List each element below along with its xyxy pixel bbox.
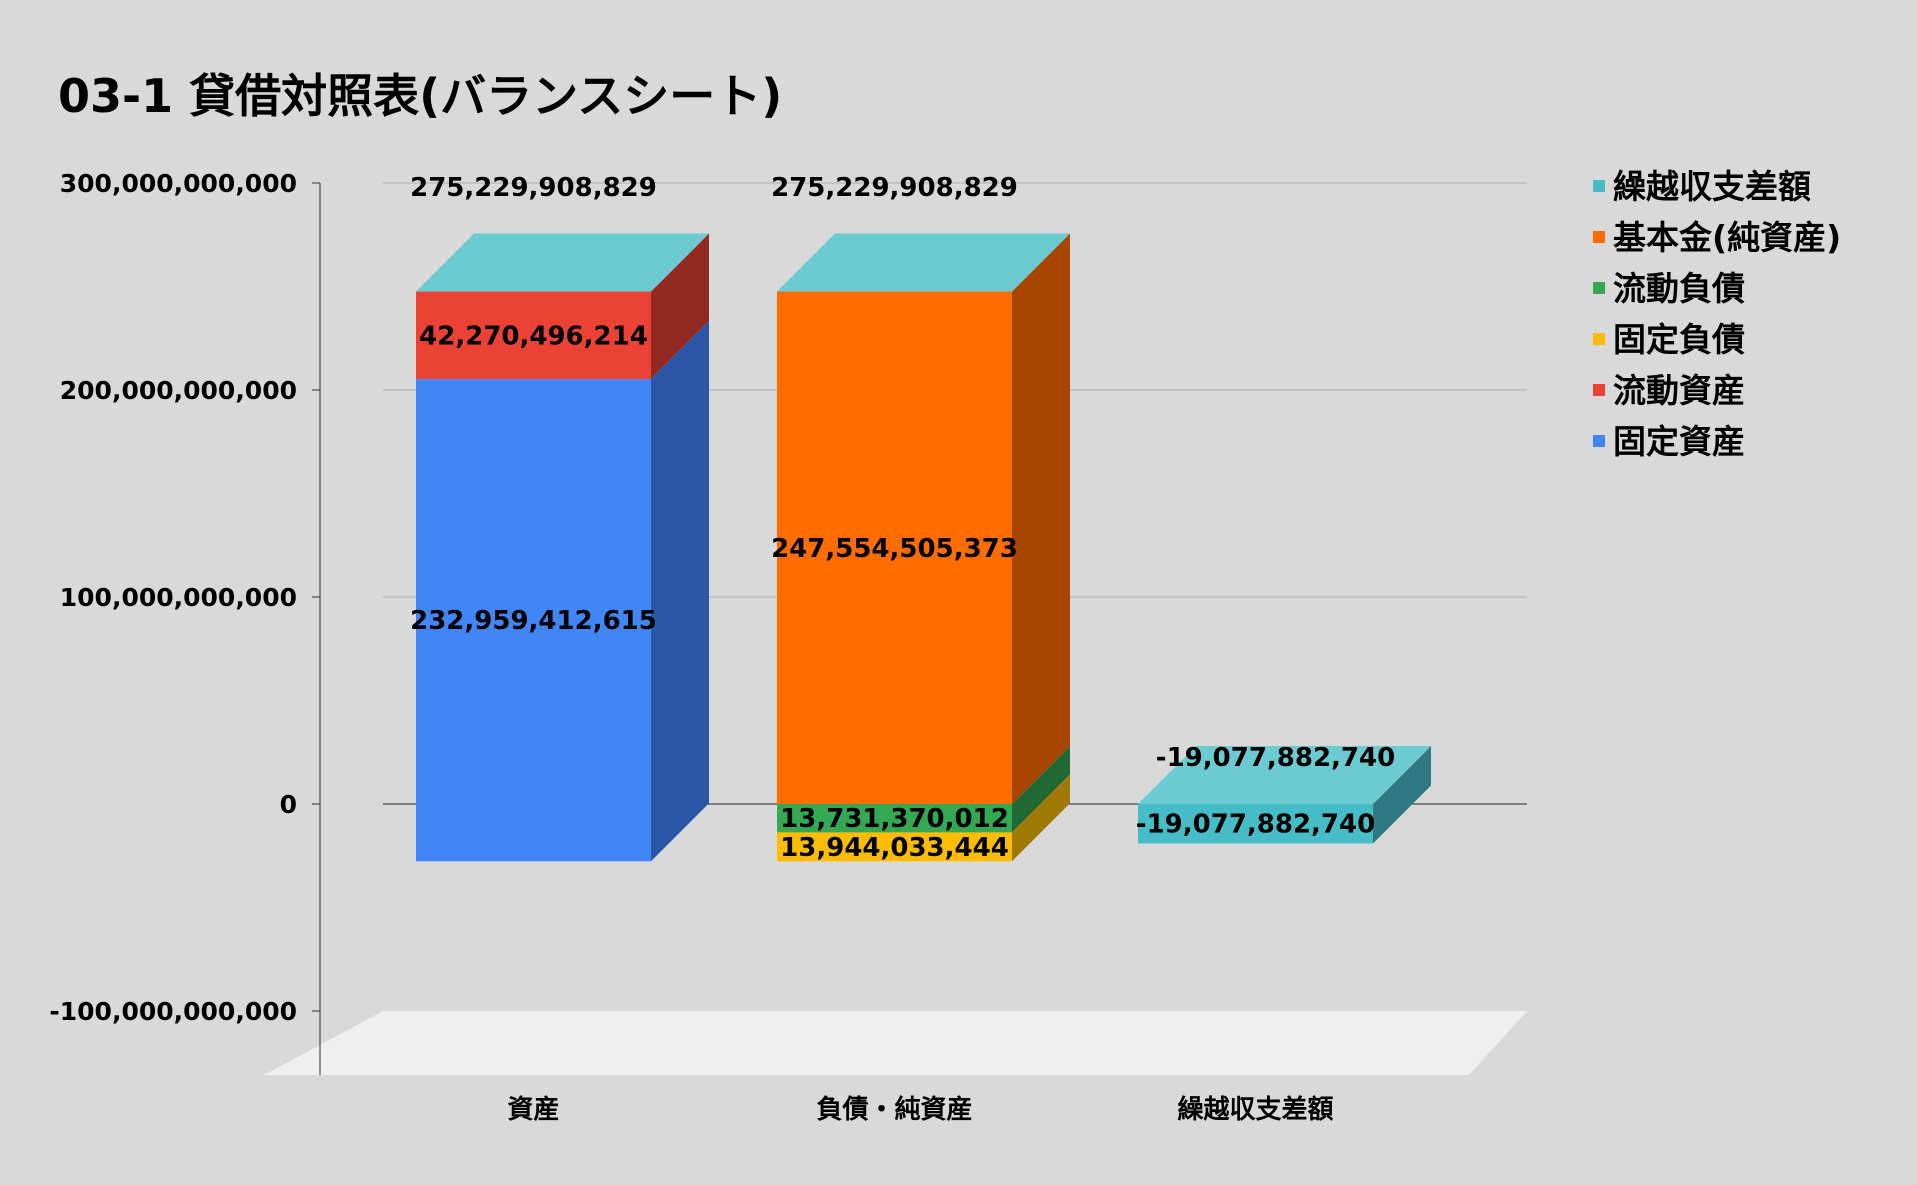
y-tick-label: 300,000,000,000 (60, 169, 297, 198)
bar-side (651, 321, 709, 862)
bar-segment (777, 291, 1012, 805)
bar-segment (777, 804, 1012, 833)
bar-top-side (1012, 233, 1070, 292)
y-tick-label: -100,000,000,000 (49, 997, 297, 1026)
bars (416, 233, 1431, 862)
legend-swatch (1593, 180, 1605, 192)
legend-swatch (1593, 384, 1605, 396)
y-tick-label: 100,000,000,000 (60, 583, 297, 612)
legend-label: 固定資産 (1613, 422, 1745, 461)
segment-value-label: 13,731,370,012 (780, 804, 1009, 834)
total-label: 275,229,908,829 (410, 173, 657, 203)
total-label: 275,229,908,829 (771, 173, 1018, 203)
total-label: -19,077,882,740 (1156, 743, 1395, 773)
data-labels: 232,959,412,615 42,270,496,214 275,229,908… (410, 173, 1395, 1125)
legend-label: 基本金(純資産) (1613, 218, 1841, 257)
legend-label: 流動資産 (1613, 371, 1745, 410)
bar-top-side (651, 233, 709, 292)
floor-plane (264, 1011, 1527, 1075)
legend-swatch (1593, 231, 1605, 243)
chart-title: 03-1 貸借対照表(バランスシート) (58, 69, 782, 123)
y-tick-label: 0 (280, 790, 297, 819)
legend-label: 流動負債 (1613, 269, 1745, 308)
segment-value-label: 247,554,505,373 (771, 534, 1018, 564)
segment-value-label: 232,959,412,615 (410, 606, 657, 636)
chart-floor (264, 1011, 1527, 1075)
legend-label: 繰越収支差額 (1613, 167, 1811, 206)
segment-value-label: 13,944,033,444 (780, 833, 1009, 863)
bar-side (1012, 774, 1070, 862)
x-category-label: 負債・純資産 (816, 1094, 972, 1125)
legend-swatch (1593, 333, 1605, 345)
bar-segment (416, 379, 651, 862)
bar-top-face (416, 233, 709, 292)
bar-segment (416, 291, 651, 380)
x-category-label: 資産 (507, 1094, 559, 1125)
legend-swatch (1593, 435, 1605, 447)
bar-side (1373, 746, 1431, 844)
bar-segment (1138, 804, 1373, 844)
bar-side (1012, 746, 1070, 833)
bar-top-face (777, 233, 1070, 292)
segment-value-label: 42,270,496,214 (419, 321, 648, 351)
bar-segment (777, 832, 1012, 862)
segment-value-label: -19,077,882,740 (1136, 810, 1375, 840)
legend-swatch (1593, 282, 1605, 294)
y-tick-label: 200,000,000,000 (60, 376, 297, 405)
x-category-label: 繰越収支差額 (1177, 1094, 1333, 1125)
bar-top-face (1138, 746, 1431, 804)
y-axis: 300,000,000,000 200,000,000,000 100,000,00… (49, 169, 321, 1075)
bar-side (651, 233, 709, 380)
bar-side (1012, 233, 1070, 804)
legend-label: 固定負債 (1613, 320, 1745, 359)
